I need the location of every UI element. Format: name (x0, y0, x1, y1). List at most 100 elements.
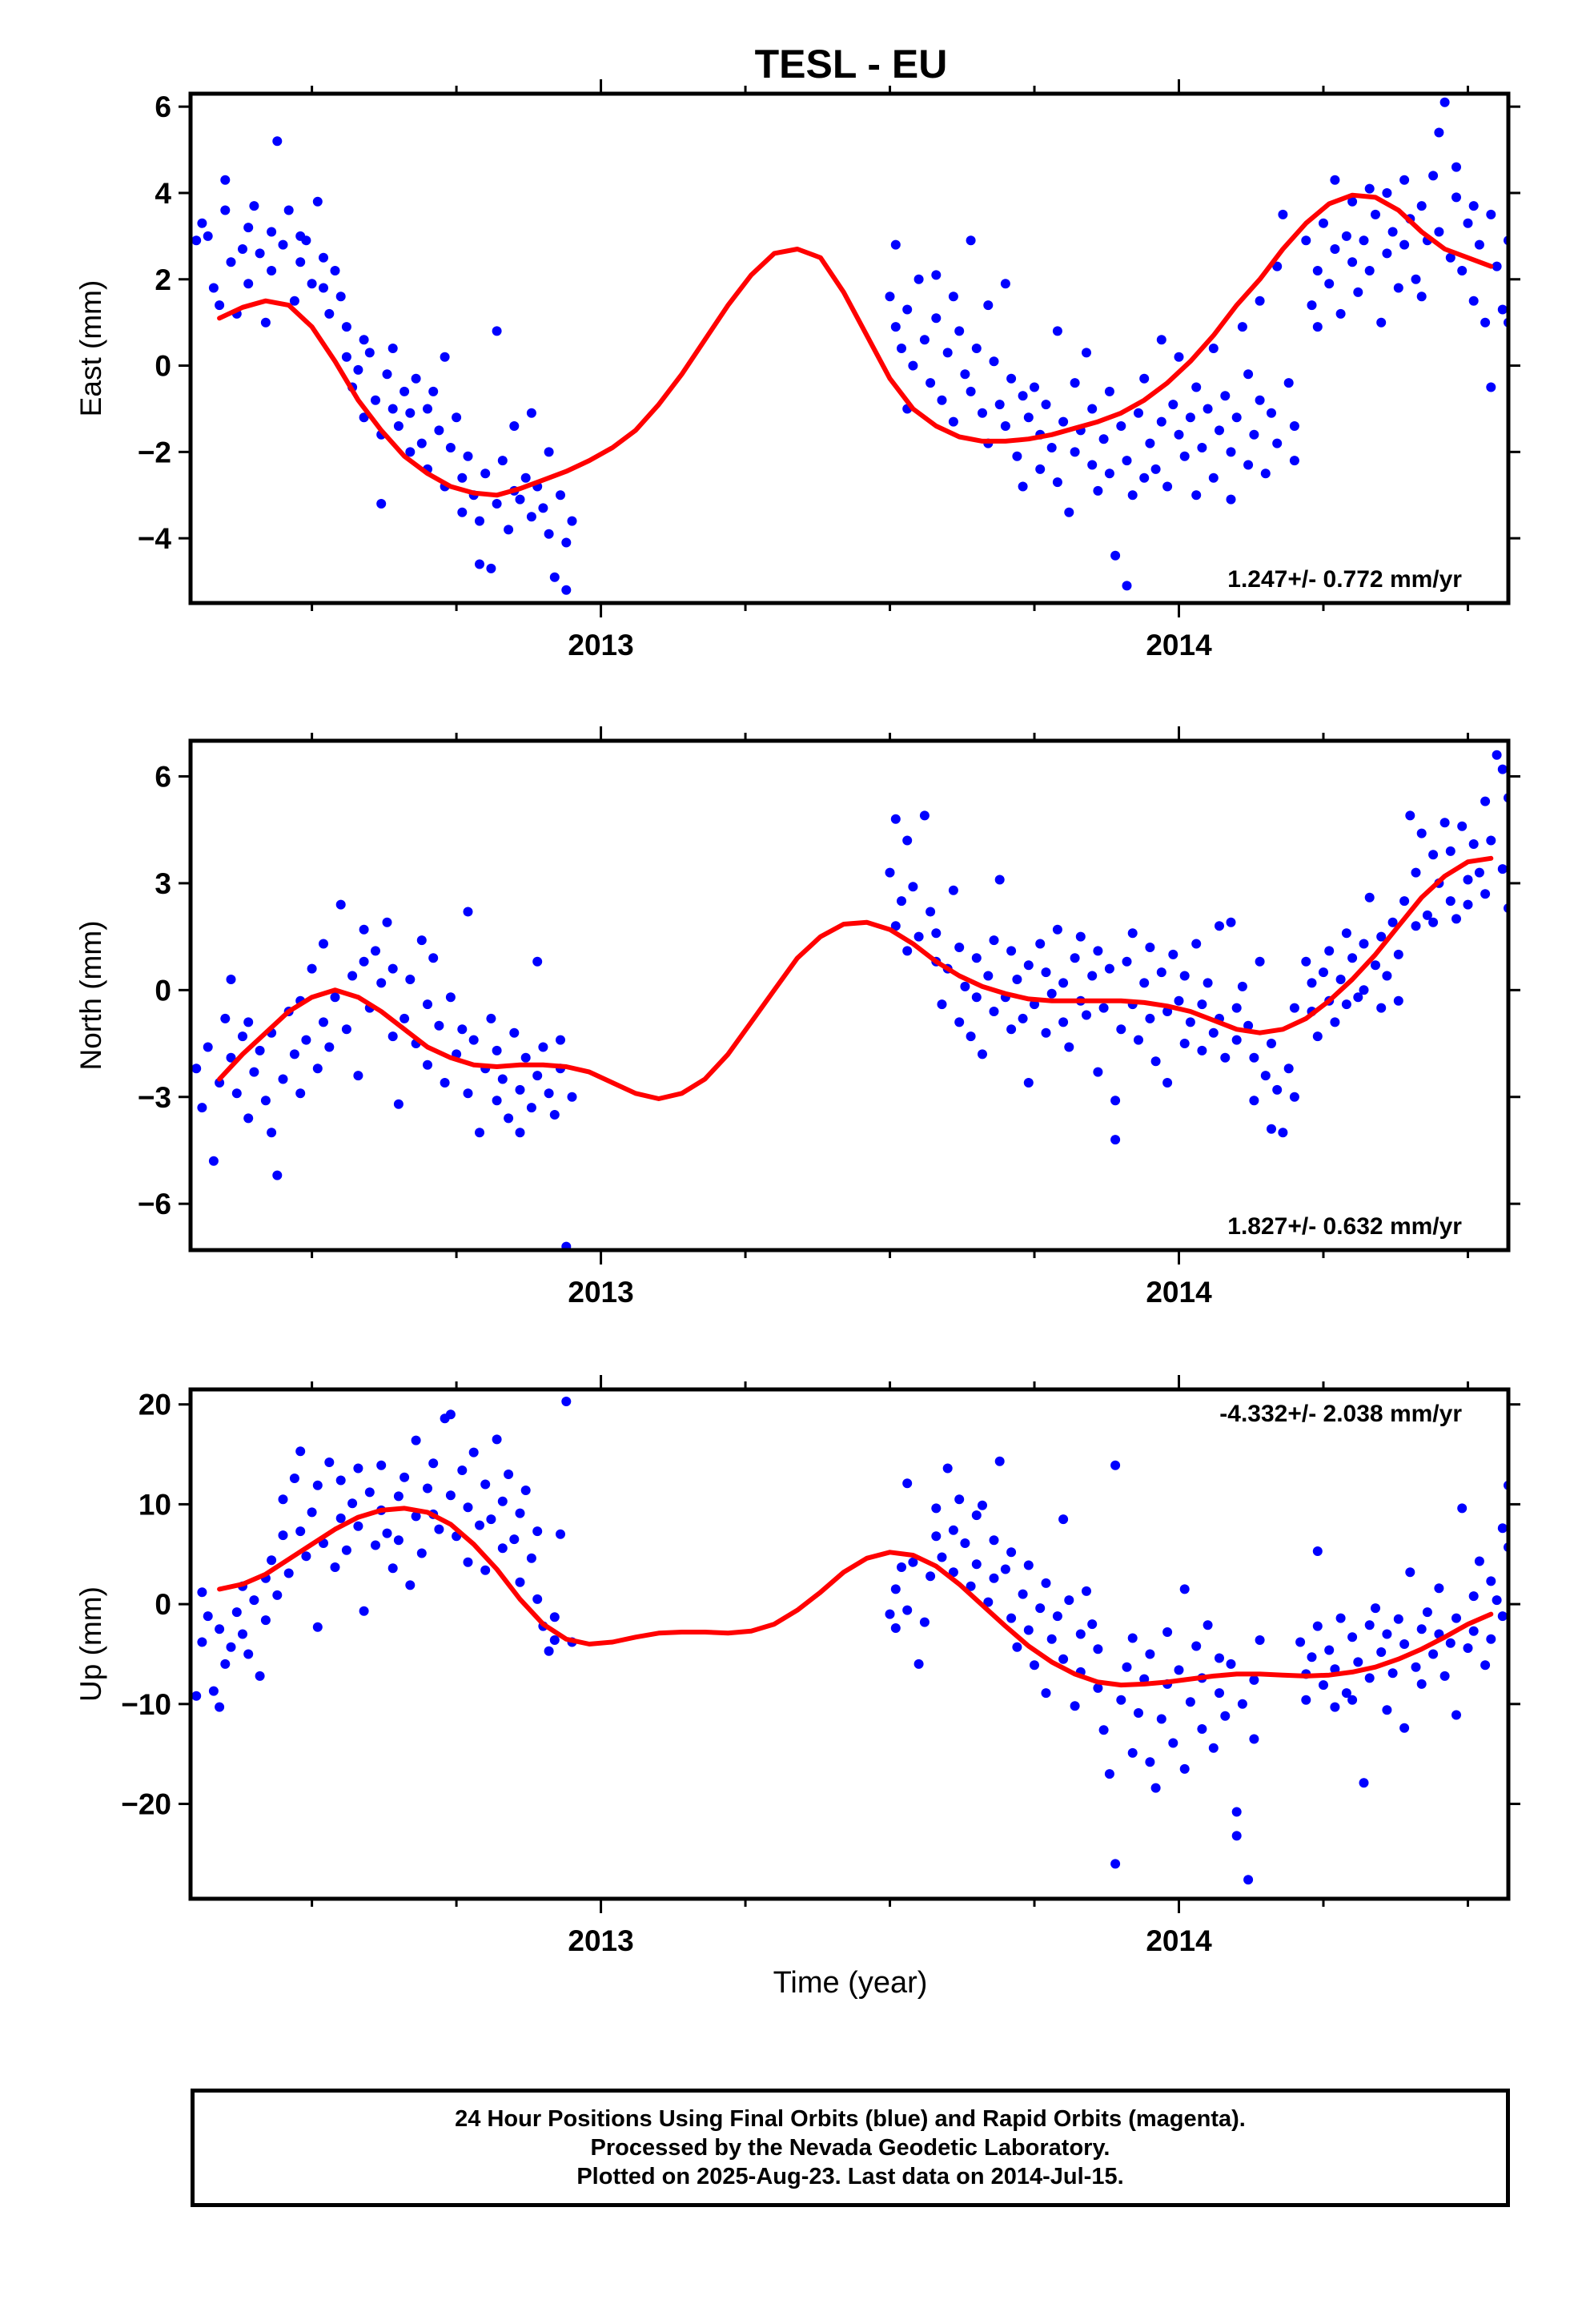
data-point (937, 1552, 947, 1562)
data-point (1463, 899, 1473, 910)
data-point (1070, 1701, 1080, 1711)
data-point (1052, 326, 1062, 336)
data-point (1139, 472, 1150, 483)
data-point (948, 885, 958, 895)
data-point (931, 1531, 942, 1542)
data-point (1093, 1644, 1103, 1655)
data-point (1463, 1643, 1473, 1653)
data-point (1098, 1003, 1109, 1013)
data-point (1457, 266, 1468, 275)
data-point (457, 1466, 468, 1475)
data-point (1191, 490, 1202, 501)
data-point (1319, 967, 1328, 978)
data-point (1324, 279, 1335, 289)
data-point (1110, 1135, 1121, 1145)
data-point (278, 1530, 288, 1541)
data-point (1359, 1778, 1369, 1788)
data-point (1145, 438, 1155, 448)
data-point (983, 300, 994, 311)
data-point (1087, 404, 1098, 414)
data-point (393, 1491, 404, 1502)
data-point (1226, 917, 1236, 927)
data-point (405, 447, 416, 457)
data-point (283, 1568, 294, 1578)
data-point (908, 1557, 918, 1567)
data-point (937, 999, 947, 1010)
data-point (1064, 1595, 1074, 1606)
data-point (1347, 953, 1358, 963)
data-point (457, 507, 468, 517)
data-point (197, 1637, 207, 1647)
data-point (463, 1088, 473, 1099)
data-point (1335, 1613, 1346, 1623)
data-point (1162, 1627, 1173, 1637)
data-point (1243, 1020, 1254, 1031)
data-point (405, 408, 416, 418)
data-point (434, 1020, 444, 1031)
data-point (480, 1479, 491, 1490)
data-point (1093, 1683, 1103, 1693)
data-point (1110, 550, 1121, 561)
data-point (1452, 914, 1461, 924)
data-point (1486, 1634, 1496, 1644)
data-point (416, 438, 427, 448)
data-point (520, 472, 531, 483)
data-point (1203, 1620, 1213, 1630)
data-point (335, 1475, 346, 1486)
data-point (989, 1573, 999, 1583)
data-point (549, 572, 560, 582)
data-point (948, 1525, 958, 1535)
data-point (1226, 1659, 1236, 1669)
data-point (215, 300, 225, 311)
data-point (1249, 1734, 1259, 1744)
data-point (1156, 967, 1166, 978)
data-point (197, 218, 207, 228)
up-plot-frame (188, 1387, 1511, 1901)
data-point (942, 1463, 953, 1474)
data-point (283, 205, 294, 215)
data-point (520, 1486, 531, 1495)
data-point (1416, 201, 1427, 211)
data-point (468, 1035, 479, 1045)
data-point (1098, 434, 1109, 444)
data-point (1399, 175, 1410, 185)
data-point (515, 1577, 525, 1587)
data-point (1289, 421, 1299, 431)
data-point (312, 1622, 323, 1632)
data-point (428, 386, 439, 396)
data-point (1179, 1039, 1190, 1048)
data-point (1399, 896, 1410, 907)
data-point (1052, 924, 1062, 935)
data-point (1335, 308, 1346, 319)
data-point (1168, 1738, 1178, 1748)
up-rate-label: -4.332+/- 2.038 mm/yr (1219, 1401, 1462, 1427)
data-point (1110, 1859, 1121, 1869)
data-point (1307, 978, 1317, 988)
data-point (197, 1587, 207, 1598)
data-point (215, 1624, 225, 1634)
data-point (243, 223, 254, 233)
north-fit-line (217, 855, 1494, 1101)
data-point (885, 292, 895, 302)
data-point (1359, 939, 1369, 949)
data-point (1145, 1013, 1155, 1023)
data-point (1445, 896, 1456, 907)
data-point (347, 1498, 358, 1509)
data-point (994, 875, 1005, 885)
data-point (226, 975, 236, 984)
data-point (926, 1571, 936, 1582)
data-point (561, 1241, 572, 1250)
data-point (341, 352, 351, 362)
data-point (1428, 171, 1439, 181)
data-point (1139, 1674, 1150, 1684)
data-point (1480, 796, 1491, 806)
data-point (504, 525, 514, 535)
data-point (486, 563, 496, 573)
data-point (897, 1562, 906, 1572)
data-point (278, 239, 288, 250)
y-tick-label: 2 (155, 263, 171, 296)
data-point (1197, 1045, 1207, 1055)
data-point (1231, 1003, 1242, 1013)
data-point (353, 1463, 363, 1474)
data-point (411, 1435, 421, 1445)
